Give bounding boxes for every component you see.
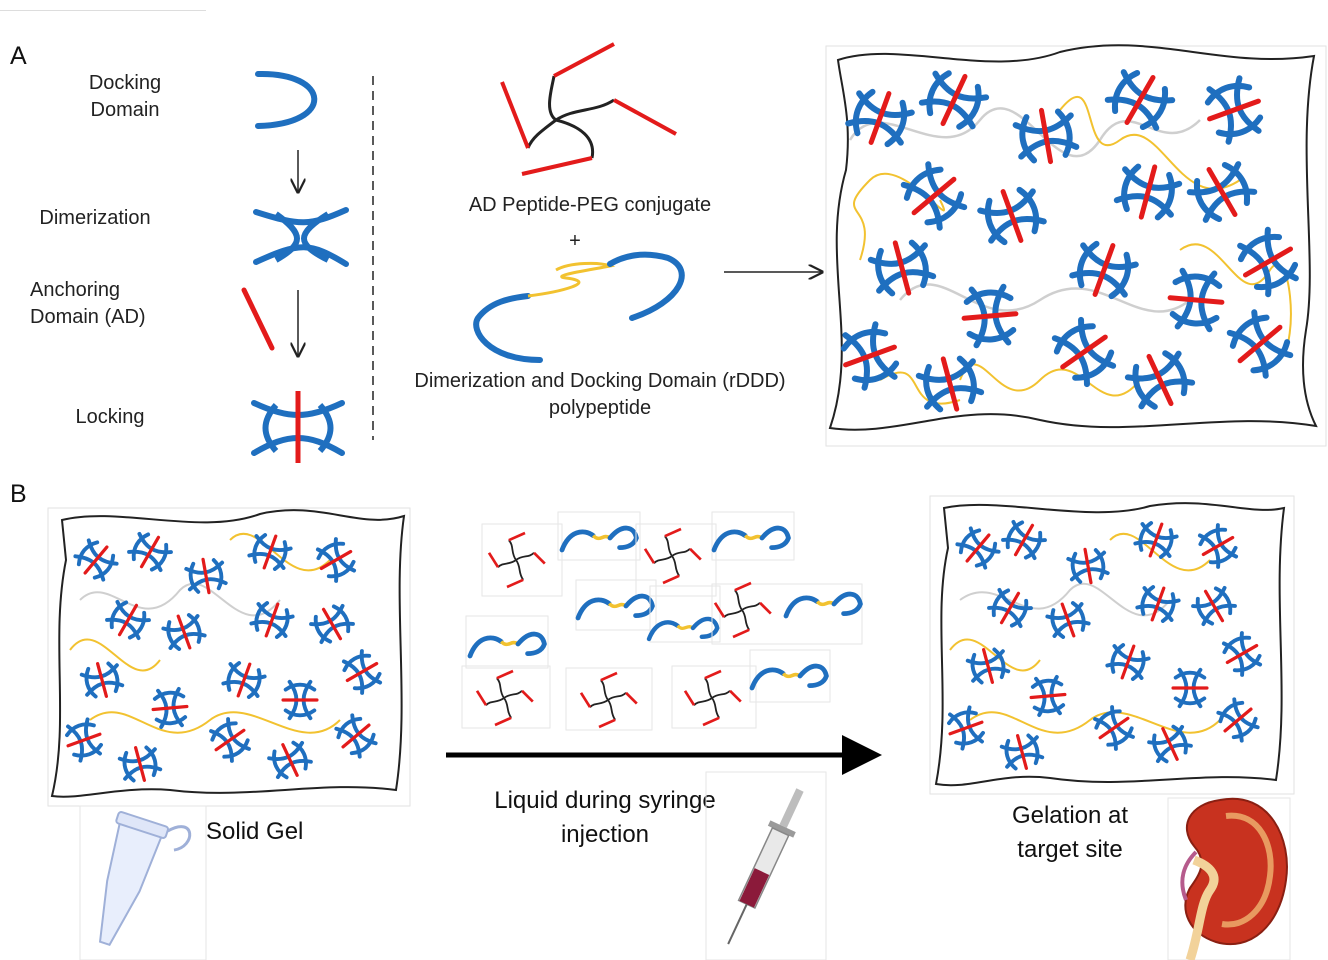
locking-shape <box>251 391 345 463</box>
panel-b-letter: B <box>10 480 27 508</box>
locking-label: Locking <box>75 406 145 428</box>
syringe-photo-frame <box>705 771 827 960</box>
anchoring-domain-shape <box>241 287 275 351</box>
top-hairline <box>0 10 206 11</box>
plus-sign: + <box>569 230 581 252</box>
microcentrifuge-tube-icon <box>98 811 192 946</box>
hydrogel-network-solid <box>47 507 411 807</box>
solid-gel-photo-frame <box>79 805 207 960</box>
ad-peptide-peg-conjugate <box>500 42 677 176</box>
hydrogel-network-gelation <box>929 495 1295 795</box>
rddd-polypeptide <box>473 251 685 363</box>
liquid-components <box>461 511 862 731</box>
panel-a-letter: A <box>10 42 27 70</box>
docking-domain-label: Docking Domain <box>88 72 162 121</box>
solid-gel-label: Solid Gel <box>206 818 304 845</box>
syringe-icon <box>727 788 804 945</box>
hydrogel-network-a <box>825 44 1327 447</box>
gelation-label: Gelation at target site <box>1011 802 1129 863</box>
dimerization-shape <box>253 207 349 267</box>
anchoring-domain-label: Anchoring Domain (AD) <box>30 279 146 328</box>
rddd-label: Dimerization and Docking Domain (rDDD) p… <box>414 370 786 419</box>
docking-domain-shape <box>255 70 318 129</box>
ad-conjugate-label: AD Peptide-PEG conjugate <box>468 194 712 216</box>
liquid-label: Liquid during syringe injection <box>494 787 716 848</box>
kidney-icon <box>1180 797 1288 960</box>
dimerization-label: Dimerization <box>39 207 151 229</box>
